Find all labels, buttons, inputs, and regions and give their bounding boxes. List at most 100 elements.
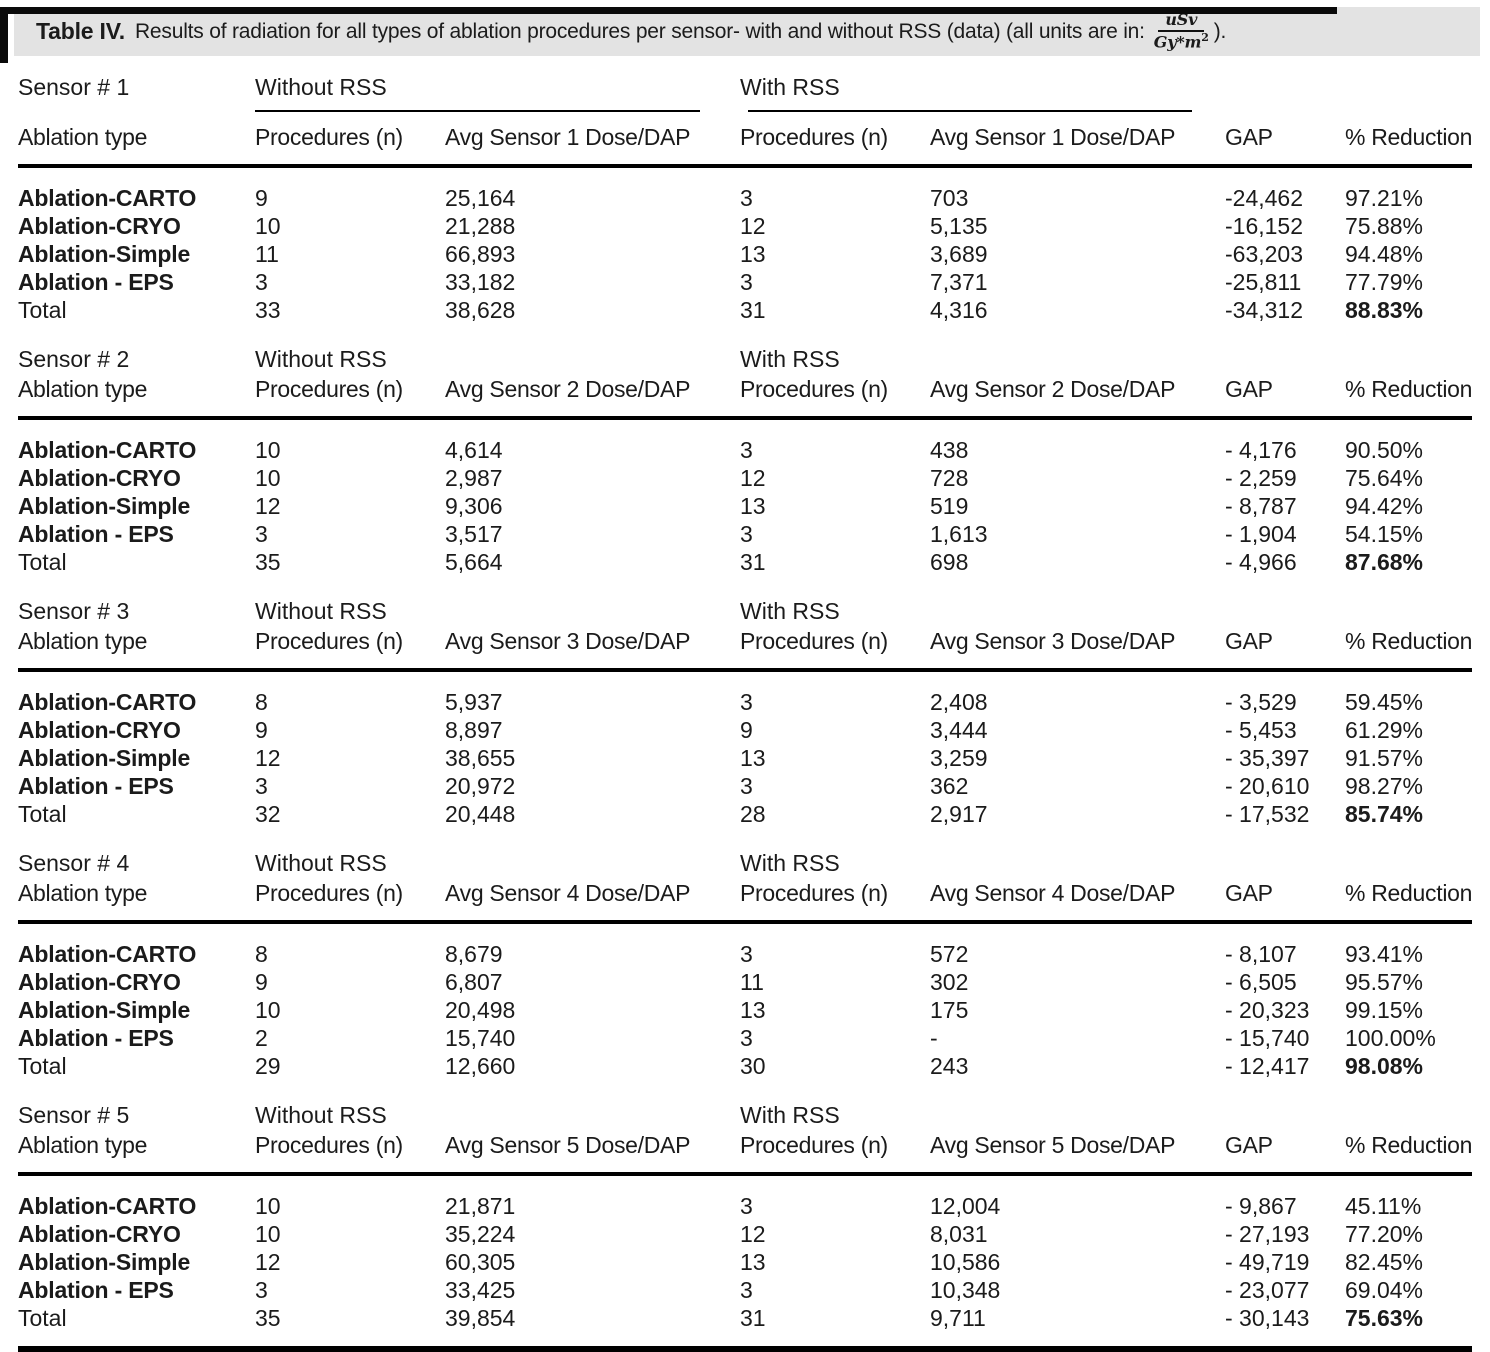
value-cell: 10,348 <box>930 1277 1001 1303</box>
value-cell: 88.83% <box>1345 297 1424 323</box>
value-cell: 2,408 <box>930 689 988 715</box>
value-cell: 29 <box>255 1053 281 1079</box>
ablation-type-cell: Ablation-CRYO <box>18 213 181 239</box>
ablation-type-cell: Total <box>18 549 67 575</box>
column-header: Avg Sensor 5 Dose/DAP <box>930 1132 1176 1158</box>
table-row: Ablation-Simple 10 20,498 13 175 - 20,323 99.1… <box>18 996 1472 1024</box>
column-header: Ablation type <box>18 628 148 654</box>
sensor-section-1: Sensor # 1 Without RSS With RSS Ablation ty… <box>18 72 1472 324</box>
table-row: Ablation-Simple 12 9,306 13 519 - 8,787 94.42% <box>18 492 1472 520</box>
value-cell: 12 <box>255 1249 281 1275</box>
value-cell: 362 <box>930 773 969 799</box>
value-cell: 9,306 <box>445 493 503 519</box>
value-cell: - 8,107 <box>1225 941 1297 967</box>
value-cell: 20,448 <box>445 801 516 827</box>
value-cell: 69.04% <box>1345 1277 1424 1303</box>
table-row: Ablation - EPS 3 20,972 3 362 - 20,610 98.27% <box>18 772 1472 800</box>
value-cell: 8,679 <box>445 941 503 967</box>
value-cell: 175 <box>930 997 969 1023</box>
value-cell: 66,893 <box>445 241 516 267</box>
value-cell: 302 <box>930 969 969 995</box>
table-row: Ablation-CARTO 9 25,164 3 703 -24,462 97.21% <box>18 184 1472 212</box>
column-header: Avg Sensor 5 Dose/DAP <box>445 1132 691 1158</box>
sensor-header-row: Sensor # 2 Without RSS With RSS <box>18 344 1472 374</box>
value-cell: 15,740 <box>445 1025 516 1051</box>
value-cell: 3 <box>740 1025 753 1051</box>
value-cell: 10 <box>255 437 281 463</box>
sensor-section-4: Sensor # 4 Without RSS With RSS Ablation ty… <box>18 848 1472 1080</box>
table-row: Ablation-Simple 12 38,655 13 3,259 - 35,397 91… <box>18 744 1472 772</box>
value-cell: 5,135 <box>930 213 988 239</box>
value-cell: 77.79% <box>1345 269 1424 295</box>
value-cell: 13 <box>740 493 766 519</box>
value-cell: 2,917 <box>930 801 988 827</box>
value-cell: 93.41% <box>1345 941 1424 967</box>
table-row: Ablation-CRYO 10 2,987 12 728 - 2,259 75.64% <box>18 464 1472 492</box>
without-rss-label: Without RSS <box>255 74 387 100</box>
value-cell: 35 <box>255 1305 281 1331</box>
value-cell: 45.11% <box>1345 1193 1422 1219</box>
table-bottom-rule <box>18 1346 1472 1352</box>
without-rss-underline <box>255 110 700 112</box>
value-cell: -34,312 <box>1225 297 1304 323</box>
column-header: Ablation type <box>18 376 148 402</box>
value-cell: 32 <box>255 801 281 827</box>
value-cell: - 6,505 <box>1225 969 1297 995</box>
value-cell: 3 <box>740 941 753 967</box>
value-cell: 99.15% <box>1345 997 1424 1023</box>
value-cell: 3 <box>255 269 268 295</box>
value-cell: - <box>930 1025 938 1051</box>
value-cell: 2 <box>255 1025 268 1051</box>
value-cell: 12,004 <box>930 1193 1001 1219</box>
value-cell: 35,224 <box>445 1221 516 1247</box>
value-cell: 9 <box>255 969 268 995</box>
value-cell: 31 <box>740 1305 766 1331</box>
value-cell: 39,854 <box>445 1305 516 1331</box>
value-cell: - 15,740 <box>1225 1025 1310 1051</box>
value-cell: - 2,259 <box>1225 465 1297 491</box>
header-rule <box>18 920 1472 924</box>
column-header: Ablation type <box>18 1132 148 1158</box>
value-cell: 61.29% <box>1345 717 1424 743</box>
value-cell: 13 <box>740 1249 766 1275</box>
value-cell: - 20,323 <box>1225 997 1310 1023</box>
value-cell: 21,871 <box>445 1193 516 1219</box>
ablation-type-cell: Ablation - EPS <box>18 269 174 295</box>
value-cell: - 9,867 <box>1225 1193 1297 1219</box>
table-row: Ablation-CARTO 8 8,679 3 572 - 8,107 93.41% <box>18 940 1472 968</box>
ablation-type-cell: Ablation-Simple <box>18 1249 191 1275</box>
value-cell: - 27,193 <box>1225 1221 1310 1247</box>
column-header-row: Ablation type Procedures (n) Avg Sensor 4 … <box>18 878 1472 908</box>
table-row: Ablation-Simple 11 66,893 13 3,689 -63,203 94.… <box>18 240 1472 268</box>
value-cell: 8 <box>255 689 268 715</box>
fraction-exponent: 2 <box>1201 31 1209 45</box>
value-cell: 7,371 <box>930 269 988 295</box>
value-cell: - 20,610 <box>1225 773 1310 799</box>
scan-artifact-top-rule <box>0 7 1337 14</box>
value-cell: 10 <box>255 1221 281 1247</box>
value-cell: 2,987 <box>445 465 503 491</box>
ablation-type-cell: Ablation - EPS <box>18 1277 174 1303</box>
value-cell: 3 <box>740 689 753 715</box>
ablation-type-cell: Ablation-Simple <box>18 493 191 519</box>
table-row: Total 33 38,628 31 4,316 -34,312 88.83% <box>18 296 1472 324</box>
ablation-type-cell: Ablation-CRYO <box>18 969 181 995</box>
value-cell: 243 <box>930 1053 969 1079</box>
table-body: Sensor # 1 Without RSS With RSS Ablation ty… <box>0 72 1490 1332</box>
value-cell: 10,586 <box>930 1249 1001 1275</box>
ablation-type-cell: Ablation-CARTO <box>18 941 197 967</box>
value-cell: 33,425 <box>445 1277 516 1303</box>
column-header: Avg Sensor 4 Dose/DAP <box>930 880 1176 906</box>
table-caption: Table IV. Results of radiation for all t… <box>14 7 1480 56</box>
ablation-type-cell: Ablation-CARTO <box>18 689 197 715</box>
value-cell: 3,444 <box>930 717 988 743</box>
ablation-type-cell: Ablation-Simple <box>18 997 191 1023</box>
column-header: Avg Sensor 4 Dose/DAP <box>445 880 691 906</box>
header-rule <box>18 416 1472 420</box>
value-cell: 10 <box>255 465 281 491</box>
value-cell: 60,305 <box>445 1249 516 1275</box>
column-header: Procedures (n) <box>255 880 403 906</box>
value-cell: 4,614 <box>445 437 503 463</box>
value-cell: -63,203 <box>1225 241 1304 267</box>
value-cell: 9 <box>740 717 753 743</box>
